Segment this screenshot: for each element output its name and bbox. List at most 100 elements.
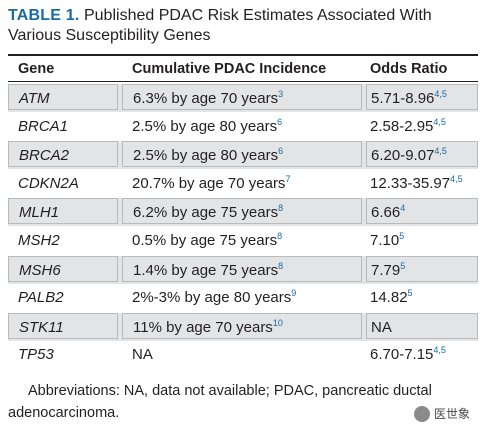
- incidence-cell-text: 6.2% by age 75 years: [133, 204, 279, 222]
- gene-cell: MSH6: [8, 255, 118, 282]
- incidence-cell-text: 2.5% by age 80 years: [132, 117, 278, 135]
- table-title: TABLE 1. Published PDAC Risk Estimates A…: [8, 6, 478, 46]
- odds-ratio-cell: 7.105: [366, 227, 478, 253]
- reference-link[interactable]: 3: [278, 89, 284, 99]
- incidence-cell: 2%-3% by age 80 years9: [122, 284, 362, 310]
- incidence-cell-text: 0.5% by age 75 years: [132, 232, 278, 249]
- reference-link[interactable]: 4,5: [433, 116, 446, 127]
- gene-cell: CDKN2A: [8, 170, 118, 196]
- watermark-logo-icon: [413, 405, 430, 422]
- odds-ratio-cell-text: 14.82: [370, 289, 408, 307]
- gene-cell-text: CDKN2A: [18, 174, 79, 192]
- gene-cell: TP53: [8, 341, 118, 367]
- header-odds-ratio: Odds Ratio: [370, 61, 448, 77]
- odds-ratio-cell-text: 7.79: [371, 261, 401, 279]
- reference-link[interactable]: 4,5: [434, 89, 447, 99]
- incidence-cell-text: 11% by age 70 years: [133, 318, 273, 336]
- header-gene: Gene: [18, 61, 55, 77]
- gene-cell-text: STK11: [19, 318, 64, 336]
- odds-ratio-cell: 7.795: [366, 255, 478, 282]
- table-row: BRCA1 2.5% by age 80 years6 2.58-2.954,5: [8, 113, 478, 141]
- odds-ratio-cell: 2.58-2.954,5: [366, 113, 478, 139]
- gene-cell-text: BRCA2: [19, 147, 70, 165]
- reference-link[interactable]: 6: [278, 146, 284, 157]
- gene-cell: BRCA1: [8, 113, 118, 139]
- incidence-cell: 2.5% by age 80 years6: [122, 141, 362, 168]
- reference-link[interactable]: 5: [407, 288, 413, 299]
- incidence-cell-text: 2.5% by age 80 years: [133, 147, 279, 165]
- table-caption: Published PDAC Risk Estimates Associated…: [8, 7, 432, 44]
- table-row: TP53 NA 6.70-7.154,5: [8, 341, 478, 369]
- odds-ratio-cell: 14.825: [366, 284, 478, 310]
- incidence-cell: 0.5% by age 75 years8: [122, 227, 362, 253]
- table-row: STK11 11% by age 70 years10 NA: [8, 312, 478, 341]
- gene-cell: MLH1: [8, 198, 118, 225]
- table-row: CDKN2A 20.7% by age 70 years7 12.33-35.974…: [8, 170, 478, 198]
- odds-ratio-cell-text: 5.71-8.96: [371, 90, 435, 107]
- watermark-text: 医世象: [433, 407, 470, 421]
- reference-link[interactable]: 10: [272, 317, 283, 328]
- abbreviations-note: Abbreviations: NA, data not available; P…: [8, 383, 432, 421]
- gene-cell: STK11: [8, 312, 118, 339]
- table-row: ATM 6.3% by age 70 years3 5.71-8.964,5: [8, 84, 478, 112]
- odds-ratio-cell-text: 6.70-7.15: [370, 346, 434, 364]
- gene-cell-text: TP53: [18, 346, 54, 364]
- table-label: TABLE 1.: [8, 7, 80, 24]
- table-row: PALB2 2%-3% by age 80 years9 14.825: [8, 284, 478, 312]
- gene-cell: PALB2: [8, 284, 118, 310]
- odds-ratio-cell-text: 6.20-9.07: [371, 147, 435, 165]
- incidence-cell-text: 2%-3% by age 80 years: [132, 289, 292, 307]
- gene-cell: BRCA2: [8, 141, 118, 168]
- reference-link[interactable]: 7: [285, 173, 291, 184]
- header-incidence: Cumulative PDAC Incidence: [132, 61, 327, 77]
- incidence-cell-text: NA: [132, 346, 153, 364]
- odds-ratio-cell-text: 12.33-35.97: [370, 174, 451, 192]
- incidence-cell-text: 6.3% by age 70 years: [133, 90, 279, 107]
- reference-link[interactable]: 8: [278, 203, 284, 214]
- odds-ratio-cell: NA: [366, 312, 478, 339]
- reference-link[interactable]: 4,5: [450, 173, 463, 184]
- table-top-rule: [8, 54, 478, 56]
- gene-cell-text: MLH1: [19, 204, 60, 222]
- incidence-cell-text: 1.4% by age 75 years: [133, 261, 279, 279]
- odds-ratio-cell: 6.20-9.074,5: [366, 141, 478, 168]
- table-row: MLH1 6.2% by age 75 years8 6.664: [8, 198, 478, 227]
- incidence-cell: 11% by age 70 years10: [122, 312, 362, 339]
- table-header: Gene Cumulative PDAC Incidence Odds Rati…: [8, 58, 478, 80]
- table-row: MSH6 1.4% by age 75 years8 7.795: [8, 255, 478, 284]
- odds-ratio-cell: 6.70-7.154,5: [366, 341, 478, 367]
- incidence-cell: 6.3% by age 70 years3: [122, 84, 362, 110]
- odds-ratio-cell-text: 6.66: [371, 204, 401, 222]
- gene-cell-text: PALB2: [18, 289, 64, 307]
- table-header-rule: [8, 81, 478, 82]
- odds-ratio-cell-text: 7.10: [370, 232, 400, 249]
- gene-cell: MSH2: [8, 227, 118, 253]
- reference-link[interactable]: 9: [291, 288, 297, 299]
- gene-cell-text: BRCA1: [18, 117, 69, 135]
- reference-link[interactable]: 5: [399, 231, 405, 241]
- reference-link[interactable]: 4: [400, 203, 406, 214]
- odds-ratio-cell: 12.33-35.974,5: [366, 170, 478, 196]
- incidence-cell: 6.2% by age 75 years8: [122, 198, 362, 225]
- gene-cell: ATM: [8, 84, 118, 110]
- incidence-cell-text: 20.7% by age 70 years: [132, 174, 286, 192]
- reference-link[interactable]: 4,5: [433, 345, 446, 356]
- incidence-cell: 2.5% by age 80 years6: [122, 113, 362, 139]
- watermark: 医世象: [413, 405, 470, 422]
- reference-link[interactable]: 8: [277, 231, 283, 241]
- odds-ratio-cell-text: 2.58-2.95: [370, 117, 434, 135]
- incidence-cell: NA: [122, 341, 362, 367]
- incidence-cell: 1.4% by age 75 years8: [122, 255, 362, 282]
- reference-link[interactable]: 8: [278, 260, 284, 271]
- reference-link[interactable]: 4,5: [434, 146, 447, 157]
- gene-cell-text: MSH6: [19, 261, 61, 279]
- gene-cell-text: MSH2: [18, 232, 60, 249]
- odds-ratio-cell: 6.664: [366, 198, 478, 225]
- incidence-cell: 20.7% by age 70 years7: [122, 170, 362, 196]
- reference-link[interactable]: 5: [400, 260, 406, 271]
- table-row: BRCA2 2.5% by age 80 years6 6.20-9.074,5: [8, 141, 478, 170]
- gene-cell-text: ATM: [19, 90, 50, 107]
- odds-ratio-cell: 5.71-8.964,5: [366, 84, 478, 110]
- reference-link[interactable]: 6: [277, 116, 283, 127]
- table-row: MSH2 0.5% by age 75 years8 7.105: [8, 227, 478, 255]
